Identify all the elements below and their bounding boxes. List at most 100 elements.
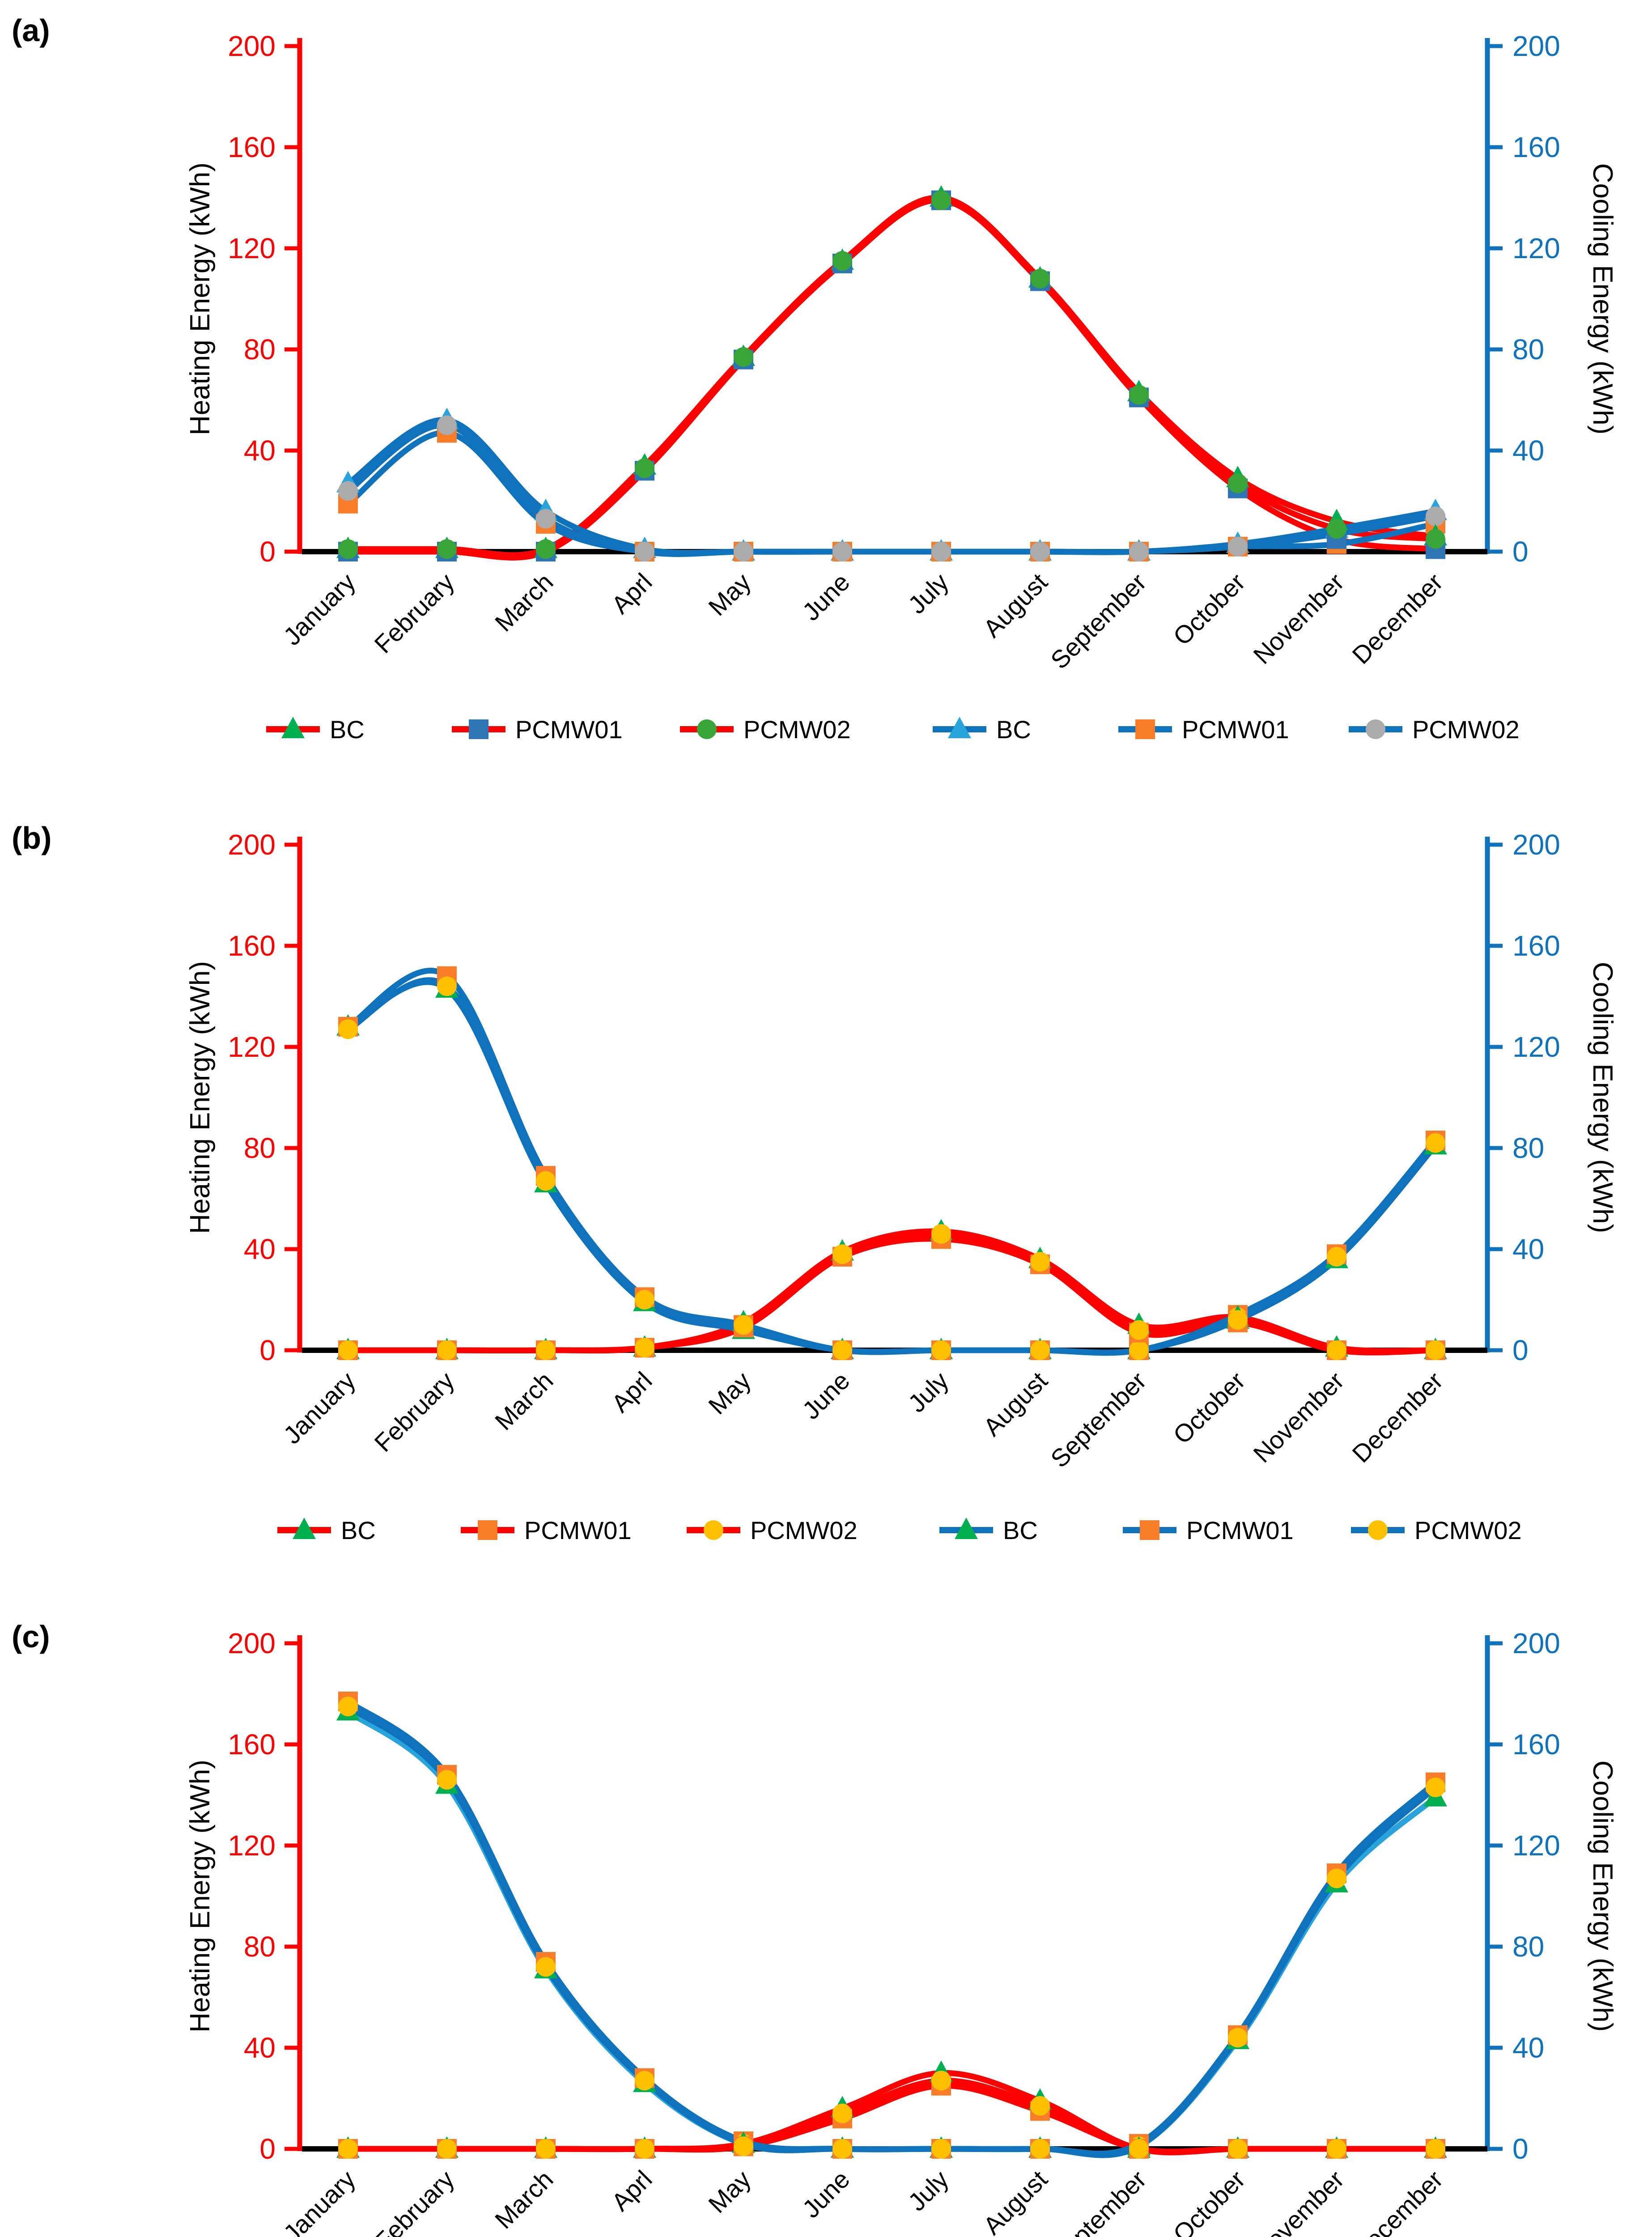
legend-label: PCMW02 — [750, 1516, 858, 1544]
legend-item-cooling-PCMW01: PCMW01 — [1118, 715, 1289, 744]
point-cooling-PCMW02-circle-marker — [437, 1770, 457, 1790]
legend-square-marker — [478, 1520, 497, 1540]
x-axis-tick-label: July — [903, 2165, 954, 2216]
point-heating-PCMW02-circle-marker — [1327, 2139, 1346, 2159]
point-cooling-PCMW02-circle-marker — [1129, 1340, 1149, 1360]
right-axis-tick-label: 200 — [1512, 829, 1560, 861]
x-axis-tick-label: September — [1045, 568, 1151, 674]
legend-item-heating-PCMW01: PCMW01 — [461, 1516, 632, 1544]
point-cooling-PCMW02-circle-marker — [536, 1171, 556, 1191]
series-markers — [336, 185, 1447, 561]
point-heating-PCMW02-circle-marker — [1228, 1310, 1248, 1330]
right-axis-tick-label: 40 — [1512, 434, 1544, 467]
legend-label: BC — [330, 715, 365, 744]
legend-item-heating-PCMW01: PCMW01 — [452, 715, 623, 744]
left-axis-tick-label: 0 — [259, 1334, 276, 1366]
series-lines — [345, 968, 1439, 1356]
point-cooling-PCMW02-circle-marker — [338, 481, 358, 501]
x-axis-tick-label: January — [278, 1366, 361, 1449]
x-axis-tick-label: October — [1168, 568, 1250, 651]
series-lines — [345, 195, 1439, 561]
series-line-heating-PCMW02 — [345, 2077, 1439, 2155]
point-heating-PCMW02-circle-marker — [437, 1340, 457, 1360]
panel-a-tag: (a) — [12, 13, 50, 48]
right-axis-tick-label: 0 — [1512, 536, 1529, 568]
point-cooling-PCMW02-circle-marker — [1228, 2028, 1248, 2048]
point-heating-PCMW02-circle-marker — [1030, 1252, 1050, 1272]
series-line-cooling-PCMW02 — [345, 977, 1439, 1356]
point-cooling-PCMW02-circle-marker — [931, 2139, 951, 2159]
point-cooling-PCMW02-circle-marker — [734, 542, 753, 561]
legend-triangle-marker — [948, 717, 971, 738]
x-axis-tick-label: December — [1346, 2165, 1448, 2237]
left-axis-tick-label: 40 — [244, 434, 276, 467]
point-heating-PCMW02-circle-marker — [1129, 385, 1149, 405]
left-axis-tick-label: 80 — [244, 333, 276, 366]
x-axis-tick-label: August — [978, 568, 1053, 643]
point-cooling-PCMW02-circle-marker — [1426, 506, 1445, 526]
point-heating-PCMW02-circle-marker — [338, 539, 358, 559]
x-axis-tick-label: November — [1248, 568, 1349, 669]
point-heating-PCMW02-circle-marker — [1228, 2139, 1248, 2159]
right-axis-title: Cooling Energy (kWh) — [1587, 1761, 1618, 2032]
point-cooling-PCMW02-circle-marker — [437, 976, 457, 996]
point-heating-PCMW02-circle-marker — [1327, 519, 1346, 539]
point-cooling-PCMW02-circle-marker — [1129, 542, 1149, 561]
legend-label: BC — [341, 1516, 376, 1544]
legend-square-marker — [1140, 1520, 1159, 1540]
legend-circle-marker — [697, 719, 717, 739]
right-axis-tick-label: 120 — [1512, 1031, 1560, 1063]
right-axis-title: Cooling Energy (kWh) — [1587, 962, 1618, 1233]
point-cooling-PCMW02-circle-marker — [1030, 1340, 1050, 1360]
point-heating-PCMW02-circle-marker — [1426, 1340, 1445, 1360]
x-axis-tick-label: December — [1346, 1366, 1448, 1468]
right-axis-tick-label: 40 — [1512, 2032, 1544, 2064]
right-axis-tick-label: 80 — [1512, 333, 1544, 366]
legend-item-cooling-BC: BC — [939, 1516, 1038, 1544]
x-axis-tick-label: July — [903, 1366, 954, 1418]
point-cooling-PCMW02-circle-marker — [1327, 1246, 1346, 1267]
series-line-heating-BC — [345, 2070, 1439, 2156]
legend-label: PCMW02 — [1412, 715, 1520, 744]
legend-label: PCMW01 — [1186, 1516, 1294, 1544]
x-axis-tick-label: February — [369, 568, 459, 659]
legend-item-heating-BC: BC — [277, 1516, 376, 1544]
x-axis-tick-label: June — [797, 1366, 855, 1425]
point-cooling-PCMW02-circle-marker — [931, 1340, 951, 1360]
left-axis-tick-label: 200 — [228, 30, 276, 62]
x-axis-tick-label: February — [369, 1366, 459, 1457]
right-axis-tick-label: 200 — [1512, 30, 1560, 62]
right-axis-tick-label: 0 — [1512, 1334, 1529, 1366]
point-heating-PCMW02-circle-marker — [931, 190, 951, 210]
x-axis-tick-label: May — [703, 2165, 756, 2218]
left-axis-tick-label: 200 — [228, 1627, 276, 1659]
legend-triangle-marker — [955, 1518, 978, 1539]
point-cooling-PCMW02-circle-marker — [437, 415, 457, 435]
legend-label: PCMW01 — [1182, 715, 1289, 744]
point-heating-PCMW02-circle-marker — [437, 539, 457, 559]
left-axis-tick-label: 160 — [228, 930, 276, 962]
left-axis-title: Heating Energy (kWh) — [185, 1760, 216, 2033]
right-axis-tick-label: 80 — [1512, 1132, 1544, 1164]
panel-a: (a) 0 40 80 120 160 200 Heating Energy (kWh) 0 4… — [0, 0, 1652, 799]
right-axis: 0 40 80 120 160 200 Cooling Energy (kWh) — [1485, 829, 1618, 1366]
point-heating-PCMW02-circle-marker — [536, 1340, 556, 1360]
right-axis-tick-label: 0 — [1512, 2133, 1529, 2165]
left-axis-tick-label: 160 — [228, 131, 276, 163]
legend: BC PCMW01 PCMW02 BC PCMW01 PCMW02 — [277, 1516, 1522, 1544]
x-axis-tick-label: February — [369, 2165, 459, 2237]
panel-c-tag: (c) — [12, 1619, 50, 1654]
series-line-heating-PCMW02 — [345, 1231, 1439, 1356]
panel-c: (c) 0 40 80 120 160 200 Heating Energy (kWh) 0 4… — [0, 1597, 1652, 2237]
point-cooling-PCMW02-circle-marker — [1426, 1133, 1445, 1153]
x-axis-tick-label: September — [1045, 2165, 1151, 2237]
left-axis-tick-label: 80 — [244, 1931, 276, 1963]
point-heating-PCMW02-circle-marker — [536, 539, 556, 559]
right-axis-tick-label: 120 — [1512, 232, 1560, 264]
right-axis-tick-label: 160 — [1512, 131, 1560, 163]
legend-square-marker — [1135, 719, 1155, 739]
left-axis-title: Heating Energy (kWh) — [185, 961, 216, 1234]
right-axis-tick-label: 160 — [1512, 1728, 1560, 1761]
series-line-cooling-PCMW02 — [345, 1703, 1439, 2158]
right-axis-title: Cooling Energy (kWh) — [1587, 163, 1618, 434]
